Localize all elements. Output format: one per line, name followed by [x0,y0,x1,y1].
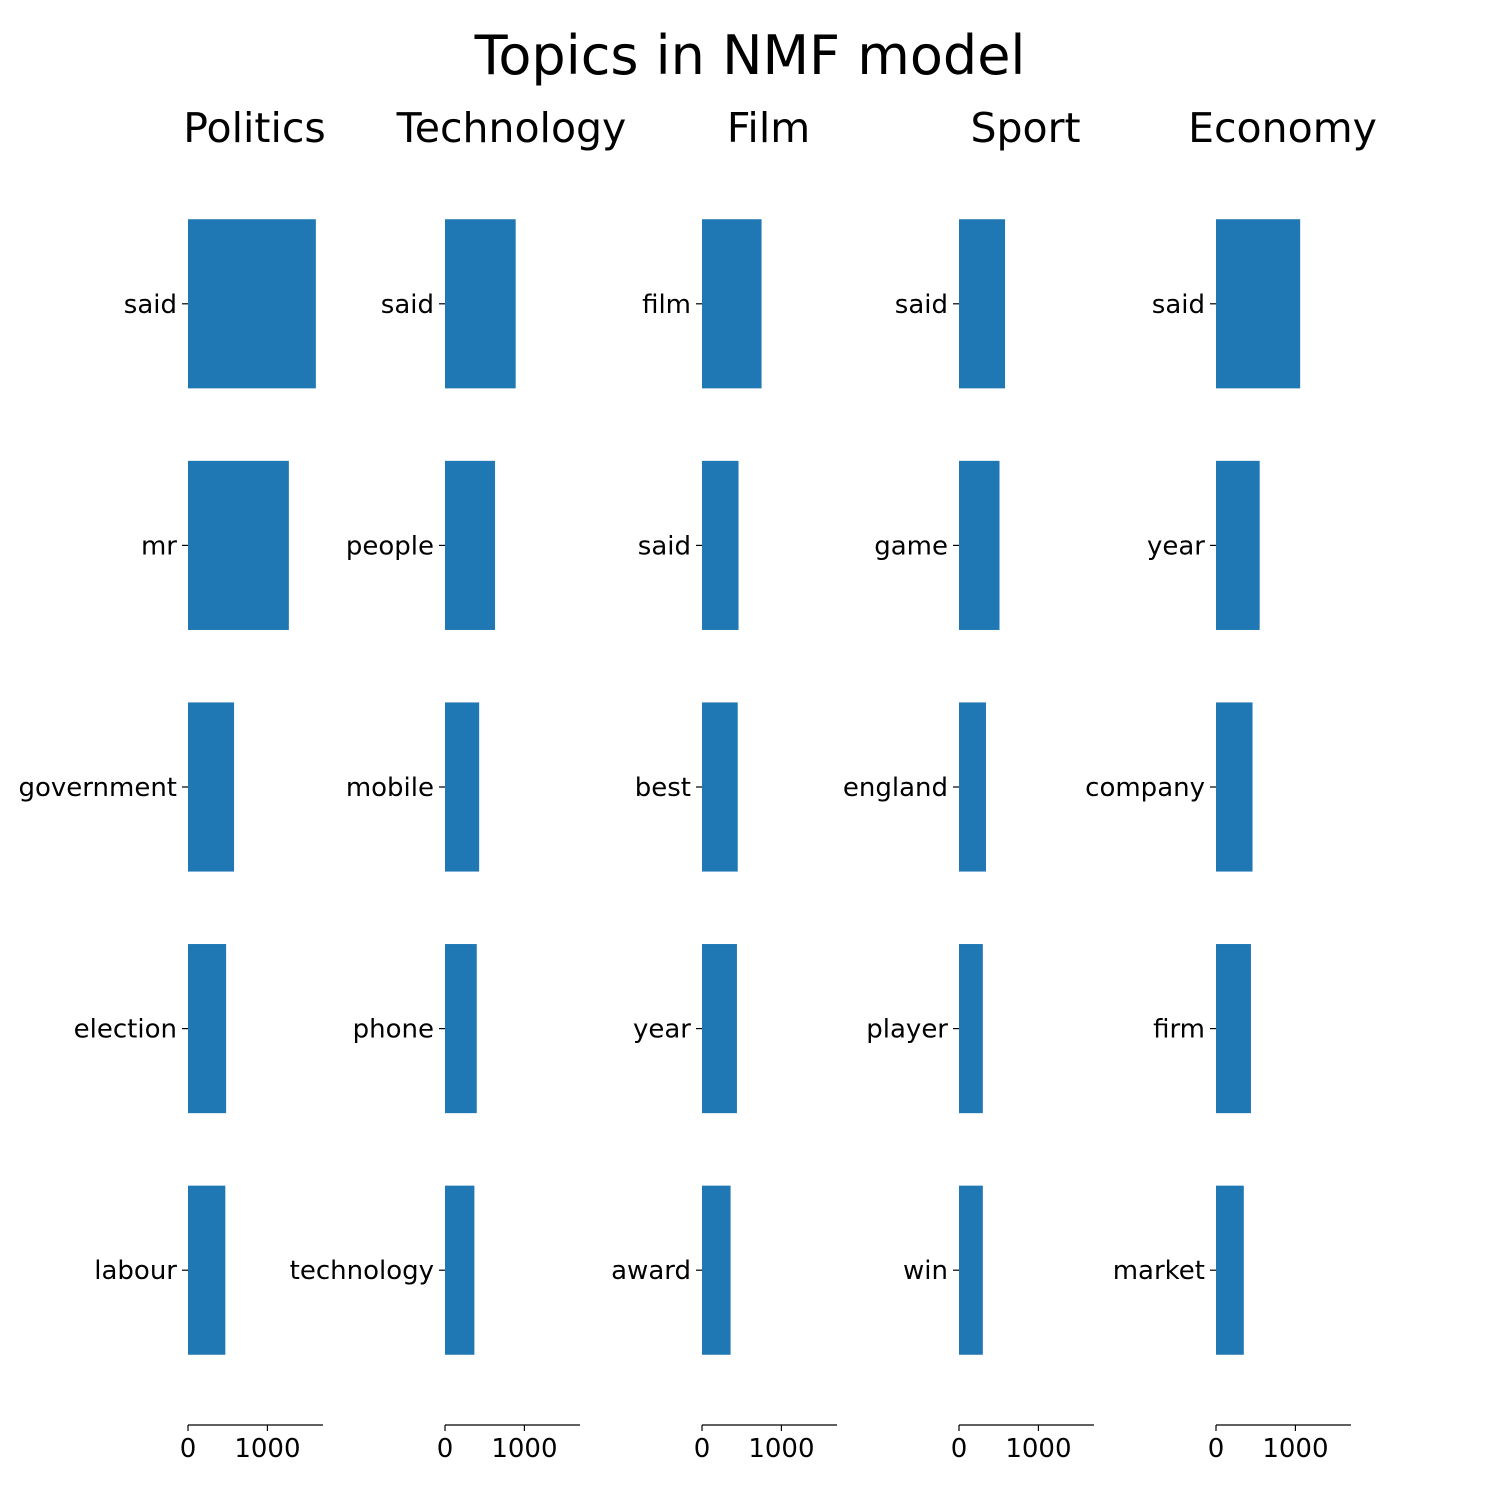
panel-title-economy: Economy [1188,104,1377,152]
y-label-economy-year: year [1147,531,1205,561]
panel-title-politics: Politics [183,104,326,152]
x-tick-label-technology-0: 0 [437,1434,454,1464]
chart-title: Topics in NMF model [474,24,1026,87]
x-tick-label-economy-1000: 1000 [1262,1434,1328,1464]
panel-technology: Technology said people mobile phone technolog… [290,104,627,1464]
bar-sport-said [959,219,1006,389]
x-tick-label-politics-1000: 1000 [234,1434,300,1464]
y-label-politics-government: government [18,773,177,803]
bar-politics-government [188,702,235,872]
y-label-sport-win: win [903,1256,948,1286]
bar-sport-game [959,460,1000,630]
panel-title-film: Film [727,104,810,152]
y-label-sport-said: said [895,290,948,320]
y-label-technology-said: said [381,290,434,320]
y-label-politics-election: election [74,1015,177,1045]
bar-economy-market [1216,1185,1244,1355]
bar-economy-said [1216,219,1301,389]
bar-film-year [702,944,737,1114]
y-label-film-said: said [638,531,691,561]
bar-technology-people [445,460,496,630]
bar-economy-year [1216,460,1260,630]
y-label-technology-technology: technology [290,1256,434,1286]
bar-economy-company [1216,702,1253,872]
y-label-politics-labour: labour [94,1256,177,1286]
bar-sport-win [959,1185,983,1355]
bar-film-best [702,702,738,872]
panel-title-sport: Sport [970,104,1080,152]
panel-film: Film film said best year award 0 1000 [611,104,837,1464]
y-label-economy-market: market [1113,1256,1205,1286]
panel-politics: Politics said mr government election labour 0 1… [18,104,325,1464]
bar-technology-mobile [445,702,480,872]
bar-technology-said [445,219,516,389]
y-label-sport-game: game [874,531,948,561]
bar-technology-phone [445,944,477,1114]
bar-film-film [702,219,762,389]
y-label-film-film: film [642,290,691,320]
y-label-politics-said: said [124,290,177,320]
panel-economy: Economy said year company firm market 0 1000 [1085,104,1377,1464]
y-label-technology-phone: phone [353,1015,434,1045]
panel-sport: Sport said game england player win 0 1000 [843,104,1094,1464]
x-tick-label-technology-1000: 1000 [491,1434,557,1464]
bar-economy-firm [1216,944,1251,1114]
bar-politics-mr [188,460,289,630]
y-label-politics-mr: mr [141,531,177,561]
x-tick-label-politics-0: 0 [180,1434,197,1464]
y-label-sport-player: player [866,1015,948,1045]
y-label-film-year: year [633,1015,691,1045]
y-label-film-award: award [611,1256,691,1286]
bar-film-award [702,1185,731,1355]
y-label-sport-england: england [843,773,948,803]
x-tick-label-film-0: 0 [694,1434,711,1464]
y-label-economy-firm: firm [1153,1015,1205,1045]
x-tick-label-sport-0: 0 [951,1434,968,1464]
panel-title-technology: Technology [396,104,627,152]
y-label-technology-people: people [346,531,434,561]
x-tick-label-film-1000: 1000 [748,1434,814,1464]
bar-technology-technology [445,1185,475,1355]
bar-politics-said [188,219,316,389]
bar-politics-labour [188,1185,226,1355]
bar-sport-england [959,702,986,872]
panels: Politics said mr government election labour 0 1… [18,104,1376,1464]
y-label-technology-mobile: mobile [346,773,434,803]
x-tick-label-sport-1000: 1000 [1005,1434,1071,1464]
y-label-economy-said: said [1152,290,1205,320]
y-label-economy-company: company [1085,773,1205,803]
x-tick-label-economy-0: 0 [1208,1434,1225,1464]
bar-politics-election [188,944,227,1114]
y-label-film-best: best [635,773,691,803]
bar-sport-player [959,944,983,1114]
bar-film-said [702,460,739,630]
